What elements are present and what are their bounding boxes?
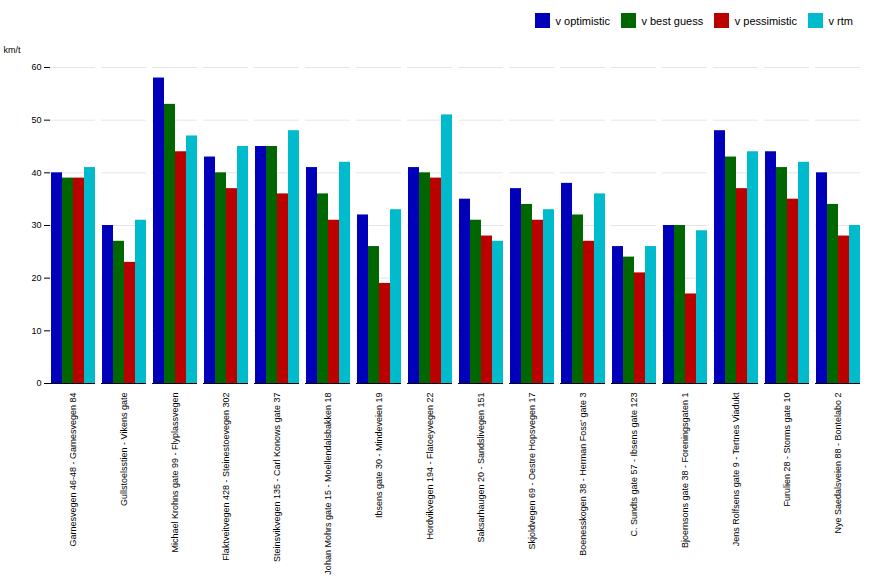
svg-text:Jens Rolfsens gate 9 - Tertnes: Jens Rolfsens gate 9 - Tertnes Viadukt (731, 392, 741, 546)
svg-text:10: 10 (31, 325, 41, 335)
svg-text:Bjoernsons gate 38 - Forenings: Bjoernsons gate 38 - Foreningsgaten 1 (680, 392, 690, 548)
svg-text:Michael Krohns gate 99 - Flypl: Michael Krohns gate 99 - Flyplassvegen (170, 392, 180, 552)
svg-text:Garnesvegen 46-48 - Garnesvege: Garnesvegen 46-48 - Garnesvegen 84 (68, 392, 78, 546)
svg-text:Gullstoelsstien - Vikens gate: Gullstoelsstien - Vikens gate (119, 392, 129, 505)
svg-text:0: 0 (36, 378, 41, 388)
svg-text:50: 50 (31, 115, 41, 125)
html-text:v best guess: v best guess (641, 14, 704, 27)
svg-text:Flaktveitvegen 428 - Steinesto: Flaktveitvegen 428 - Steinestoevegen 302 (221, 392, 231, 560)
svg-text:30: 30 (31, 220, 41, 230)
html-text:v pessimistic: v pessimistic (734, 14, 797, 27)
svg-text:C. Sundts gate 57 - Ibsens gat: C. Sundts gate 57 - Ibsens gate 123 (629, 392, 639, 536)
svg-text:Johan Mohrs gate 15 - Moellend: Johan Mohrs gate 15 - Moellendalsbakken … (323, 392, 333, 574)
html-text:v optimistic: v optimistic (555, 14, 610, 27)
svg-text:60: 60 (31, 62, 41, 72)
svg-text:40: 40 (31, 167, 41, 177)
svg-text:Ibsens gate 30 - Mindeveien 19: Ibsens gate 30 - Mindeveien 19 (374, 392, 384, 518)
html-text:v rtm: v rtm (828, 14, 853, 27)
svg-text:20: 20 (31, 273, 41, 283)
svg-text:Steinsvikvegen 135 - Carl Kono: Steinsvikvegen 135 - Carl Konows gate 37 (272, 392, 282, 562)
svg-text:Saksarhaugen 20 - Sandslivegen: Saksarhaugen 20 - Sandslivegen 151 (476, 392, 486, 542)
svg-text:km/t: km/t (4, 44, 21, 54)
svg-text:Nye Saedalsveien 88 - Bontelab: Nye Saedalsveien 88 - Bontelabo 2 (833, 392, 843, 533)
svg-text:Boenesskogen 38 - Herman Foss': Boenesskogen 38 - Herman Foss' gate 3 (578, 392, 588, 555)
svg-text:Furulien 28 - Storms gate 10: Furulien 28 - Storms gate 10 (782, 392, 792, 506)
svg-text:Skjoldvegen 69 - Oestre Hopsve: Skjoldvegen 69 - Oestre Hopsvegen 17 (527, 392, 537, 549)
svg-text:Hordvikvegen 194 - Flatoeyvege: Hordvikvegen 194 - Flatoeyvegen 22 (425, 392, 435, 539)
